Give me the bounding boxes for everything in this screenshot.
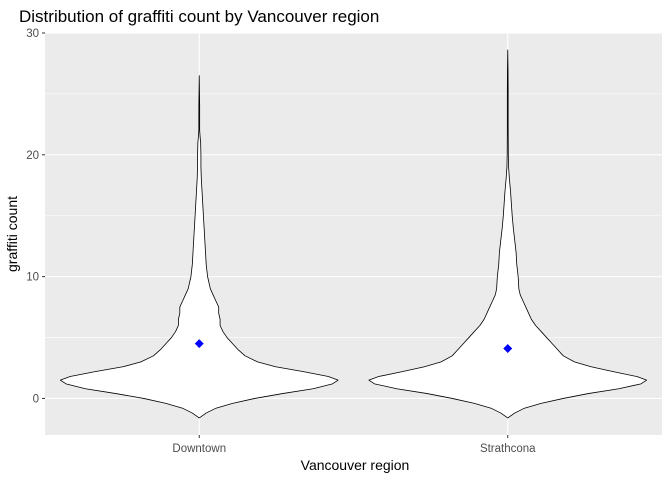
y-tick-label: 0 bbox=[33, 393, 39, 405]
violin-strathcona bbox=[368, 49, 647, 419]
x-tick-label: Downtown bbox=[172, 443, 226, 455]
mean-point-strathcona bbox=[503, 343, 513, 354]
chart-title: Distribution of graffiti count by Vancou… bbox=[19, 7, 379, 26]
y-axis-title: graffiti count bbox=[4, 196, 20, 272]
y-tick-label: 10 bbox=[26, 272, 39, 284]
violin-downtown bbox=[60, 75, 339, 419]
y-tick-label: 20 bbox=[26, 150, 39, 162]
x-axis-title: Vancouver region bbox=[301, 457, 410, 473]
violins bbox=[60, 49, 647, 419]
y-tick-label: 30 bbox=[26, 28, 39, 40]
axis-ticks: 0 10 20 30 Downtown Strathcona bbox=[26, 28, 536, 455]
mean-markers bbox=[194, 339, 513, 354]
mean-point-downtown bbox=[194, 339, 204, 349]
x-tick-label: Strathcona bbox=[480, 443, 536, 455]
